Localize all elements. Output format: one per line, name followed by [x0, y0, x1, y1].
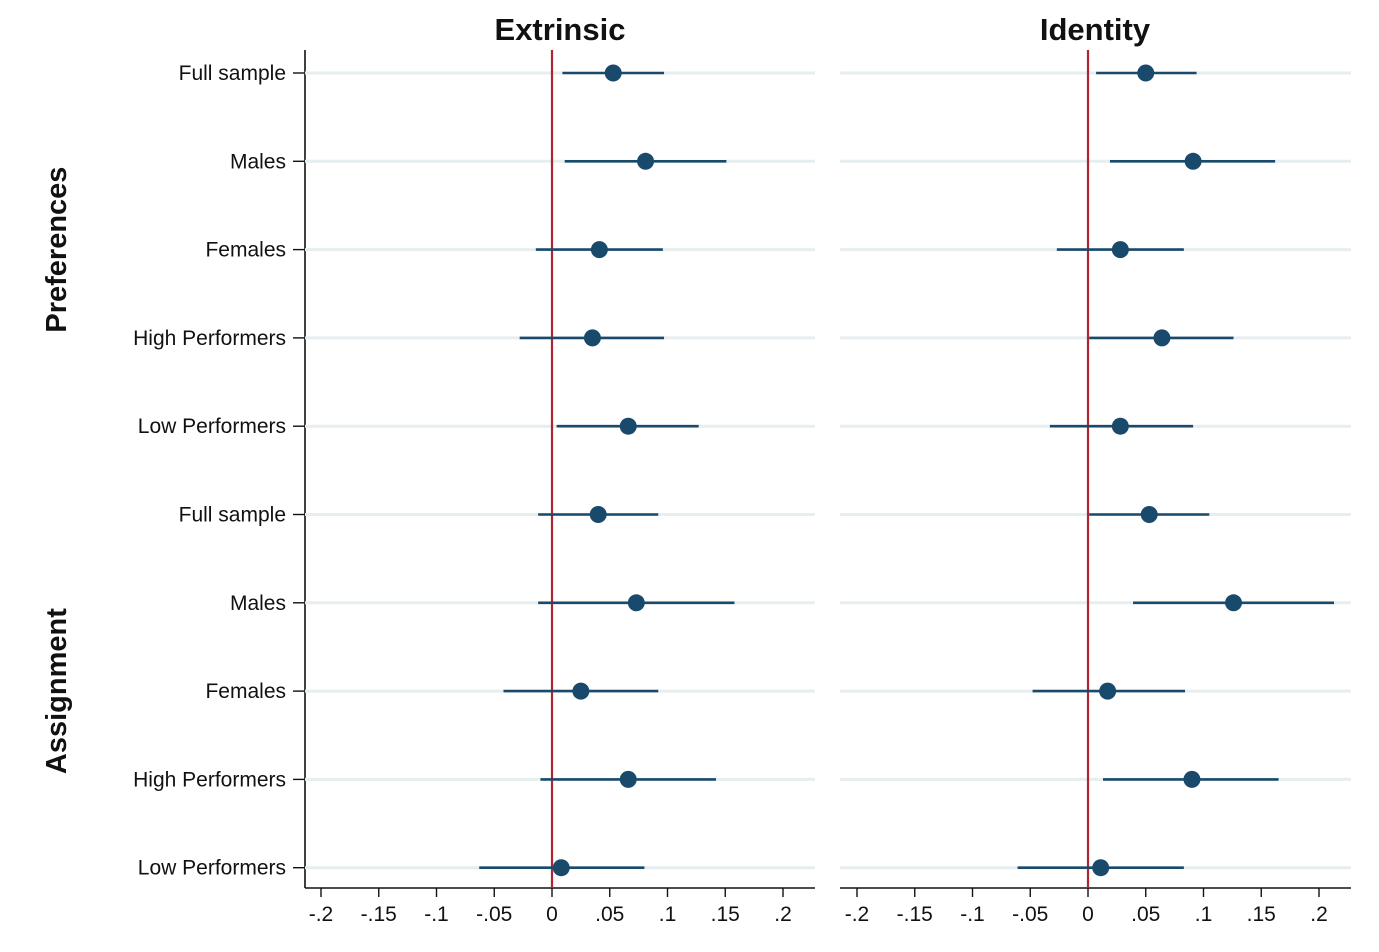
point-estimate-marker	[552, 859, 570, 877]
point-estimate-marker	[1225, 594, 1243, 612]
x-tick-label: .1	[659, 903, 677, 926]
point-estimate-marker	[583, 329, 601, 347]
row-label: Low Performers	[138, 857, 286, 880]
panel-title-extrinsic: Extrinsic	[495, 12, 626, 47]
x-tick-label: 0	[546, 903, 558, 926]
row-label: Females	[205, 680, 286, 703]
x-tick-label: -.2	[845, 903, 870, 926]
row-label: Low Performers	[138, 415, 286, 438]
point-estimate-marker	[1111, 417, 1129, 435]
group-label-assignment: Assignment	[41, 608, 73, 774]
point-estimate-marker	[1137, 64, 1155, 82]
row-label: Males	[230, 150, 286, 173]
point-estimate-marker	[1111, 241, 1129, 259]
x-tick-label: -.15	[361, 903, 397, 926]
point-estimate-marker	[590, 241, 608, 259]
x-tick-label: 0	[1082, 903, 1094, 926]
x-tick-label: .2	[1310, 903, 1328, 926]
x-tick-label: -.15	[897, 903, 933, 926]
row-label: Full sample	[179, 62, 286, 85]
x-tick-label: -.05	[1012, 903, 1048, 926]
point-estimate-marker	[604, 64, 622, 82]
row-label: High Performers	[133, 327, 286, 350]
row-label: Full sample	[179, 504, 286, 527]
point-estimate-marker	[1183, 770, 1201, 788]
point-estimate-marker	[572, 682, 590, 700]
x-tick-label: .05	[1131, 903, 1160, 926]
x-tick-label: .15	[1247, 903, 1276, 926]
point-estimate-marker	[1099, 682, 1117, 700]
x-tick-label: .15	[711, 903, 740, 926]
x-tick-label: .2	[774, 903, 792, 926]
point-estimate-marker	[1153, 329, 1171, 347]
point-estimate-marker	[619, 417, 637, 435]
x-tick-label: .1	[1195, 903, 1213, 926]
point-estimate-marker	[619, 770, 637, 788]
point-estimate-marker	[1092, 859, 1110, 877]
x-tick-label: -.05	[476, 903, 512, 926]
x-tick-label: -.1	[424, 903, 449, 926]
point-estimate-marker	[1140, 506, 1158, 523]
point-estimate-marker	[1184, 152, 1202, 170]
row-label: Females	[205, 239, 286, 262]
x-tick-label: .05	[595, 903, 624, 926]
point-estimate-marker	[637, 152, 655, 170]
x-tick-label: -.2	[309, 903, 334, 926]
x-tick-label: -.1	[960, 903, 985, 926]
panel-title-identity: Identity	[1040, 12, 1151, 47]
group-label-preferences: Preferences	[41, 167, 73, 333]
point-estimate-marker	[589, 506, 607, 523]
row-label: High Performers	[133, 768, 286, 791]
point-estimate-marker	[627, 594, 645, 612]
row-label: Males	[230, 592, 286, 615]
